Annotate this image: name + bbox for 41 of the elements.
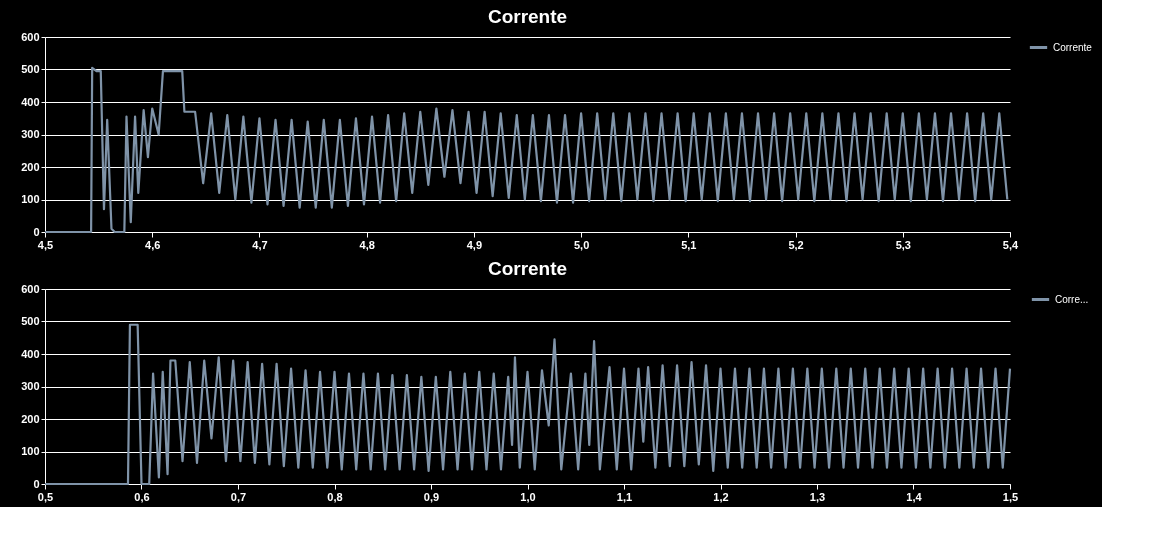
y-tick-label: 500 (21, 63, 40, 75)
y-tick-label: 300 (21, 380, 40, 392)
y-tick-label: 400 (21, 95, 40, 108)
x-tick-label: 5,1 (681, 238, 697, 251)
x-tick-label: 5,2 (788, 238, 804, 251)
x-tick-label: 0,5 (37, 490, 54, 503)
y-tick-label: 300 (21, 128, 40, 140)
y-tick-label: 400 (21, 347, 40, 360)
y-tick-label: 0 (33, 477, 40, 490)
x-tick-label: 0,8 (327, 490, 343, 503)
x-tick-label: 5,3 (895, 238, 911, 251)
x-tick-label: 1,2 (713, 490, 729, 503)
chart-title: Corrente (487, 258, 568, 279)
x-tick-label: 4,9 (466, 238, 483, 251)
x-tick-label: 5,0 (573, 238, 590, 251)
x-tick-label: 4,6 (145, 238, 161, 251)
x-tick-label: 5,4 (1002, 238, 1020, 251)
y-tick-label: 600 (21, 30, 40, 43)
x-tick-label: 4,5 (37, 238, 54, 251)
x-tick-label: 1,3 (809, 490, 826, 503)
x-tick-label: 4,8 (359, 238, 375, 251)
x-tick-label: 1,1 (616, 490, 633, 503)
chart-title: Corrente (487, 6, 568, 27)
line-series (43, 323, 1012, 486)
y-tick-label: 100 (21, 445, 40, 457)
x-tick-label: 0,6 (134, 490, 150, 503)
y-tick-label: 200 (21, 412, 40, 425)
y-tick-label: 600 (21, 282, 40, 295)
legend-label: Corrente (1053, 41, 1093, 53)
x-tick-label: 4,7 (252, 238, 268, 251)
y-tick-label: 500 (21, 315, 40, 327)
x-tick-label: 1,4 (906, 490, 923, 503)
y-tick-label: 100 (21, 193, 40, 205)
x-tick-label: 1,5 (1002, 490, 1019, 503)
legend-label: Corre... (1055, 293, 1089, 305)
y-tick-label: 0 (33, 225, 40, 238)
x-tick-label: 1,0 (520, 490, 536, 503)
y-tick-label: 200 (21, 160, 40, 173)
x-tick-label: 0,9 (423, 490, 440, 503)
x-tick-label: 0,7 (230, 490, 247, 503)
line-series (43, 66, 1009, 234)
